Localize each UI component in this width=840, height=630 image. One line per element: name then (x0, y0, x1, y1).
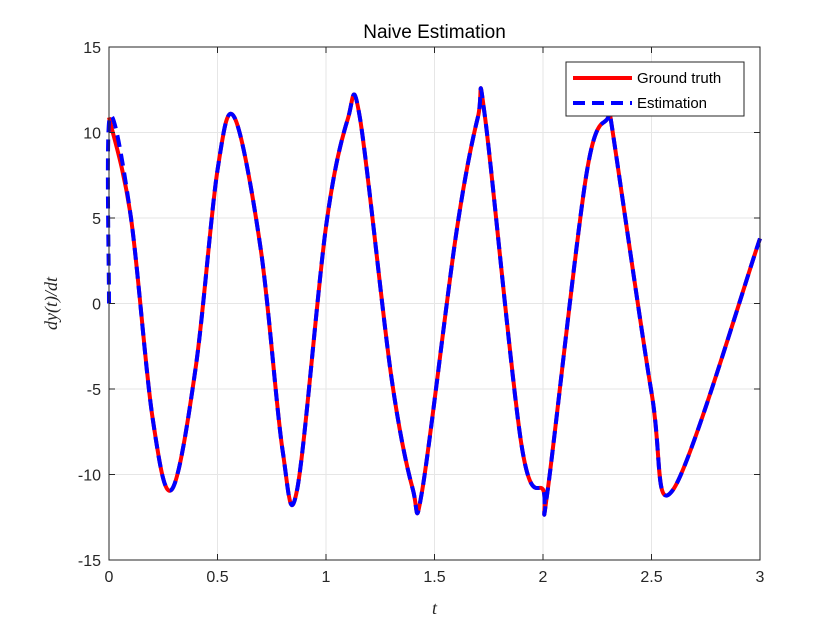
axis-ticks: 0 0.5 1 1.5 2 2.5 3 -15 -10 -5 0 5 10 15 (78, 40, 765, 586)
x-axis-label: t (432, 598, 438, 618)
y-tick-label: 15 (83, 40, 101, 57)
y-tick-label: 10 (83, 126, 101, 143)
series-line-estimation (105, 86, 762, 517)
x-tick-label: 0 (105, 569, 114, 586)
chart-title: Naive Estimation (363, 22, 506, 43)
y-axis-label: dy(t)/dt (41, 276, 62, 330)
x-tick-label: 1 (322, 569, 331, 586)
y-tick-label: -15 (78, 553, 101, 570)
x-tick-label: 2 (539, 569, 548, 586)
y-label-numerator: dy(t)/dt (41, 276, 62, 330)
x-tick-label: 0.5 (206, 569, 228, 586)
series-layer (105, 86, 762, 517)
y-tick-label: 5 (92, 211, 101, 228)
x-tick-label: 1.5 (423, 569, 445, 586)
legend-label: Ground truth (637, 70, 721, 87)
legend: Ground truth Estimation (565, 61, 745, 117)
legend-box (565, 61, 745, 117)
x-tick-label: 3 (756, 569, 765, 586)
legend-label: Estimation (637, 95, 707, 112)
x-tick-label: 2.5 (640, 569, 662, 586)
y-tick-label: -10 (78, 468, 101, 485)
y-tick-label: 0 (92, 297, 101, 314)
y-tick-label: -5 (87, 382, 101, 399)
